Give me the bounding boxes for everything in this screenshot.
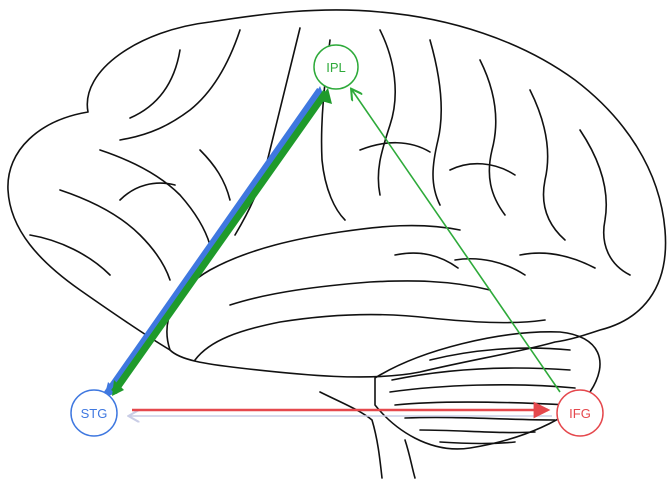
connection-ifg-ipl [352,90,561,393]
node-ifg: IFG [556,389,604,437]
node-ipl: IPL [313,44,359,90]
connections [103,86,561,416]
node-stg: STG [70,389,118,437]
arrowhead-green-bottom [112,380,124,396]
connection-stg-ipl-green [111,89,329,395]
connection-stg-ipl-blue [103,87,323,398]
node-stg-label: STG [81,406,108,421]
node-ipl-label: IPL [326,60,346,75]
node-ifg-label: IFG [569,406,591,421]
arrowhead-green-top [318,88,332,104]
